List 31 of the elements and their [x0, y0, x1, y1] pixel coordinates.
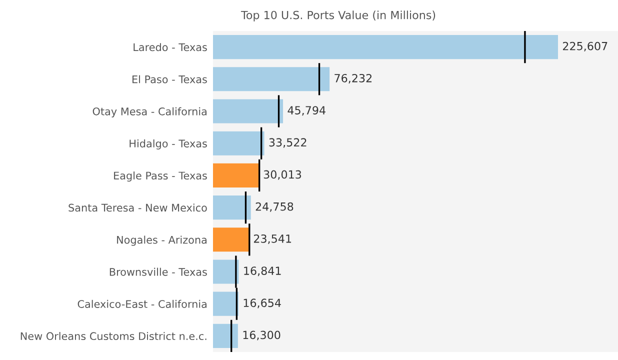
- bar: [213, 99, 284, 124]
- data-label: 23,541: [254, 234, 292, 244]
- data-label: 24,758: [256, 202, 294, 212]
- y-tick-label: Brownsville - Texas: [110, 268, 207, 276]
- bar: [213, 131, 264, 156]
- data-label: 16,300: [243, 330, 280, 340]
- data-label: 225,607: [562, 42, 608, 52]
- bar: [213, 196, 251, 220]
- y-tick-label: El Paso - Texas: [132, 75, 207, 84]
- bar: [213, 260, 239, 284]
- bar: [213, 163, 259, 188]
- y-tick-label: Otay Mesa - California: [92, 107, 206, 118]
- y-tick-label: New Orleans Customs District n.e.c.: [20, 332, 206, 340]
- bar: [213, 324, 238, 348]
- data-label: 45,794: [288, 106, 326, 116]
- y-tick-label: Hidalgo - Texas: [130, 139, 207, 150]
- bar: [213, 228, 249, 252]
- data-label: 76,232: [334, 74, 372, 84]
- y-tick-label: Eagle Pass - Texas: [114, 171, 207, 182]
- y-tick-label: Nogales - Arizona: [117, 236, 206, 246]
- bar: [213, 67, 330, 92]
- data-label: 16,654: [244, 298, 281, 308]
- y-tick-label: Calexico-East - California: [78, 300, 206, 308]
- data-label: 33,522: [269, 138, 306, 148]
- y-tick-label: Santa Teresa - New Mexico: [68, 204, 207, 212]
- data-label: 30,013: [264, 170, 302, 180]
- data-label: 16,841: [244, 266, 281, 276]
- bar: [213, 35, 558, 60]
- bar: [213, 292, 238, 316]
- y-tick-label: Laredo - Texas: [134, 43, 207, 52]
- chart-title: Top 10 U.S. Ports Value (in Millions): [240, 10, 436, 22]
